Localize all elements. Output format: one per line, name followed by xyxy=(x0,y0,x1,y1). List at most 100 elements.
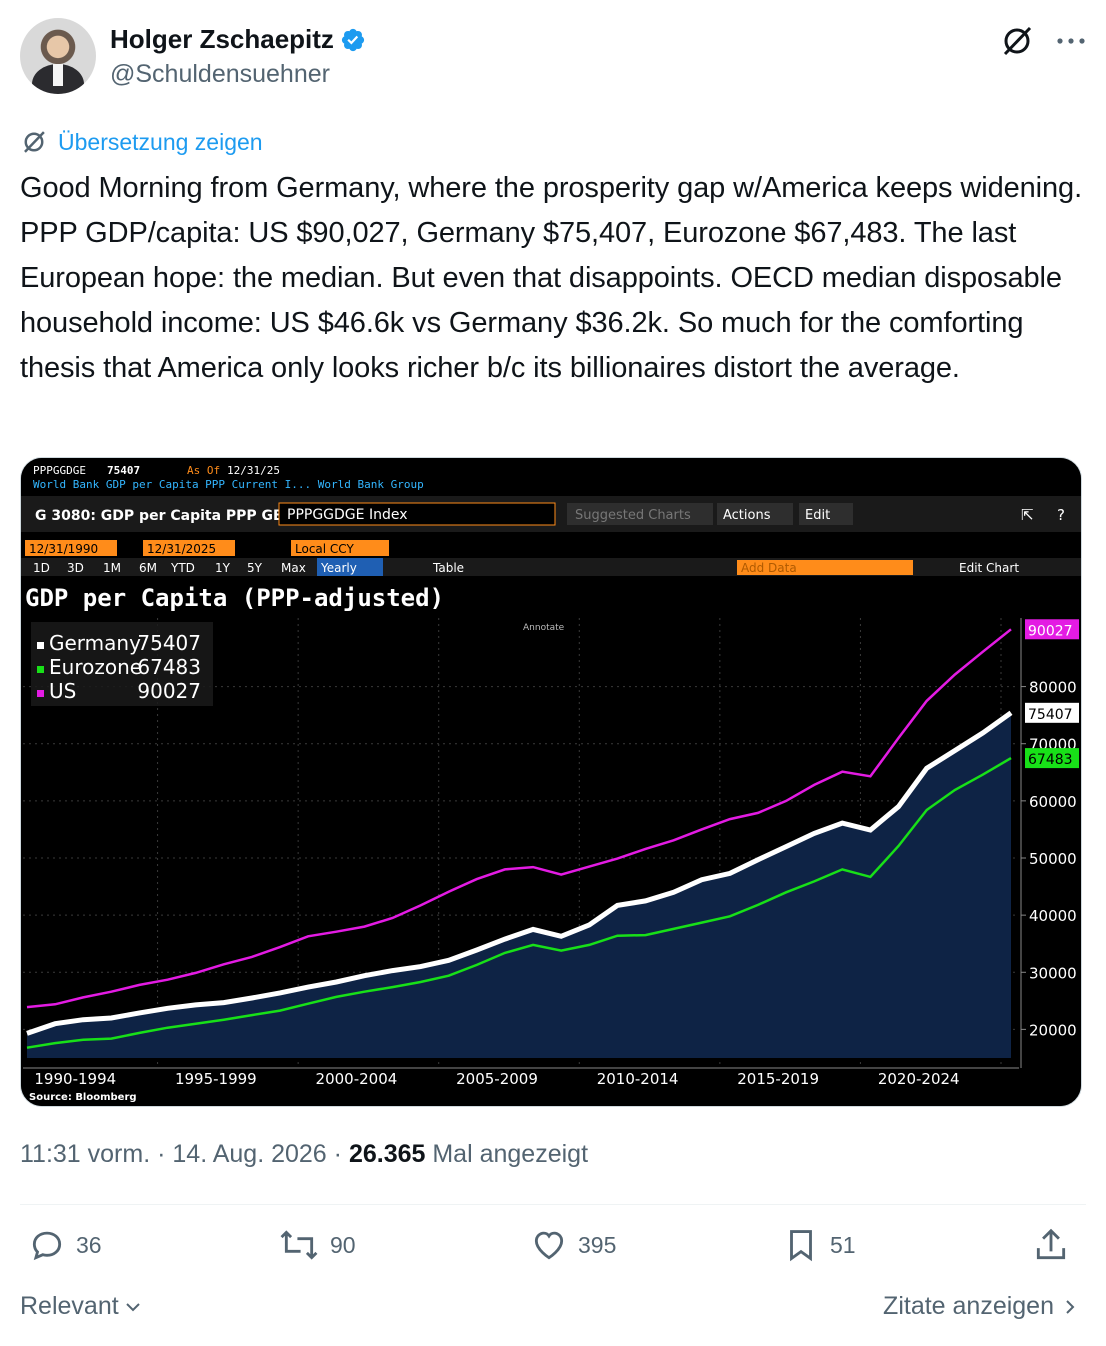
last-value-tag-us xyxy=(1025,619,1079,640)
legend-value-us: 90027 xyxy=(137,679,201,703)
grok-icon[interactable] xyxy=(1000,24,1034,58)
end-date: 12/31/2025 xyxy=(147,542,216,556)
terminal-ticker: PPPGGDGE xyxy=(33,464,86,477)
tweet-date[interactable]: 14. Aug. 2026 xyxy=(172,1140,327,1168)
period-button-1d[interactable]: 1D xyxy=(33,561,50,575)
period-button-max[interactable]: Max xyxy=(281,561,306,575)
period-button-1y[interactable]: 1Y xyxy=(215,561,231,575)
like-count: 395 xyxy=(578,1231,617,1258)
table-toggle[interactable]: Table xyxy=(432,561,464,575)
view-quotes-link[interactable]: Zitate anzeigen xyxy=(883,1292,1078,1321)
period-button-ytd[interactable]: YTD xyxy=(170,561,195,575)
legend-swatch-germany xyxy=(37,642,44,649)
tweet-meta: 11:31 vorm. · 14. Aug. 2026 · 26.365 Mal… xyxy=(20,1140,588,1169)
quotes-label: Zitate anzeigen xyxy=(883,1292,1054,1320)
terminal-index-field: PPPGGDGE Index xyxy=(287,507,408,523)
repost-button[interactable]: 90 xyxy=(278,1226,356,1264)
x-tick-label: 2010-2014 xyxy=(597,1070,679,1088)
like-button[interactable]: 395 xyxy=(530,1226,616,1264)
suggested-charts-label: Suggested Charts xyxy=(575,508,691,523)
chevron-right-icon xyxy=(1066,1299,1075,1314)
y-tick-label: 30000 xyxy=(1029,964,1077,982)
x-axis: 1990-1994 1995-1999 2000-2004 2005-2009 2010… xyxy=(23,1067,1019,1088)
last-value-labels: 90027 75407 67483 xyxy=(1025,619,1079,769)
period-buttons: 1D 3D 1M 6M YTD 1Y 5Y Max xyxy=(33,561,306,575)
legend-value-eurozone: 67483 xyxy=(137,655,201,679)
add-data-field[interactable] xyxy=(737,560,913,575)
period-button-1m[interactable]: 1M xyxy=(103,561,121,575)
help-icon[interactable]: ? xyxy=(1057,506,1065,524)
period-button-5y[interactable]: 5Y xyxy=(247,561,263,575)
more-options-icon[interactable] xyxy=(1056,36,1086,46)
heart-icon xyxy=(534,1231,564,1260)
actions-button[interactable] xyxy=(717,503,793,525)
x-tick-label: 2005-2009 xyxy=(456,1070,538,1088)
tweet-views-label: Mal angezeigt xyxy=(432,1140,589,1168)
bookmark-icon xyxy=(790,1230,812,1262)
tweet-actions: 36 90 395 51 xyxy=(20,1226,1086,1276)
translate-label: Übersetzung zeigen xyxy=(58,128,263,155)
tweet-views: 26.365 xyxy=(348,1140,426,1168)
terminal-last-value: 75407 xyxy=(107,464,140,477)
x-tick-label: 1995-1999 xyxy=(175,1070,257,1088)
avatar[interactable] xyxy=(20,18,96,94)
bookmark-button[interactable]: 51 xyxy=(782,1226,856,1264)
author-name[interactable]: Holger Zschaepitz xyxy=(110,24,334,54)
index-field-box[interactable] xyxy=(278,502,556,526)
edit-button[interactable] xyxy=(799,503,853,525)
x-tick-label: 1990-1994 xyxy=(34,1070,116,1088)
frequency-label: Yearly xyxy=(320,561,357,575)
divider xyxy=(20,1204,1086,1205)
end-date-field[interactable] xyxy=(143,540,235,556)
last-value-label-us: 90027 xyxy=(1028,623,1073,639)
actions-label: Actions xyxy=(723,508,771,523)
sort-label: Relevant xyxy=(20,1292,119,1320)
replies-toolbar: Relevant Zitate anzeigen xyxy=(20,1292,1086,1332)
terminal-function-title: G 3080: GDP per Capita PPP GE xyxy=(35,508,283,524)
frequency-selector[interactable] xyxy=(317,558,383,576)
author-handle[interactable]: @Schuldensuehner xyxy=(110,60,330,88)
share-icon xyxy=(1036,1228,1066,1260)
chevron-down-icon xyxy=(125,1302,140,1311)
tweet-media-chart[interactable]: PPPGGDGE 75407 As Of 12/31/25 World Bank… xyxy=(20,457,1082,1107)
y-tick-label: 50000 xyxy=(1029,850,1077,868)
start-date-field[interactable] xyxy=(25,540,117,556)
series-line-germany xyxy=(26,710,1013,1036)
last-value-label-eurozone: 67483 xyxy=(1028,752,1073,768)
export-icon[interactable]: ⇱ xyxy=(1021,506,1034,524)
period-button-6m[interactable]: 6M xyxy=(139,561,157,575)
reply-button[interactable]: 36 xyxy=(28,1226,102,1264)
legend-box xyxy=(31,622,213,706)
avatar-shirt xyxy=(53,64,63,86)
add-data-placeholder: Add Data xyxy=(741,561,797,575)
terminal-source-line: World Bank GDP per Capita PPP Current I.… xyxy=(33,478,424,491)
last-value-label-germany: 75407 xyxy=(1028,707,1073,723)
x-tick-label: 2020-2024 xyxy=(878,1070,960,1088)
tweet-header: Holger Zschaepitz @Schuldensuehner xyxy=(20,18,1086,98)
series-line-eurozone xyxy=(26,757,1012,1049)
period-button-3d[interactable]: 3D xyxy=(67,561,84,575)
tweet-time[interactable]: 11:31 vorm. xyxy=(20,1140,151,1168)
last-value-tag-eurozone xyxy=(1025,748,1079,769)
chart-source: Source: Bloomberg xyxy=(29,1092,137,1103)
share-button[interactable] xyxy=(1032,1226,1070,1264)
translate-link[interactable]: Übersetzung zeigen xyxy=(20,128,263,156)
sort-replies-button[interactable]: Relevant xyxy=(20,1292,143,1321)
currency-field[interactable] xyxy=(291,540,389,556)
legend-name-germany: Germany xyxy=(49,631,141,655)
x-tick-label: 2015-2019 xyxy=(737,1070,819,1088)
y-tick-label: 20000 xyxy=(1029,1021,1077,1039)
legend-value-germany: 75407 xyxy=(137,631,201,655)
meta-separator: · xyxy=(333,1140,349,1168)
grok-translate-icon xyxy=(24,131,45,153)
suggested-charts-button[interactable] xyxy=(567,503,713,525)
author-name-row: Holger Zschaepitz xyxy=(110,24,366,55)
edit-chart-button[interactable]: Edit Chart xyxy=(959,561,1019,575)
tweet-text: Good Morning from Germany, where the pro… xyxy=(20,172,1083,384)
edit-label: Edit xyxy=(805,508,830,523)
annotate-button[interactable]: Annotate xyxy=(523,623,565,633)
header-actions xyxy=(1000,24,1086,58)
germany-area xyxy=(27,712,1011,1058)
chart-title: GDP per Capita (PPP-adjusted) xyxy=(25,584,444,612)
